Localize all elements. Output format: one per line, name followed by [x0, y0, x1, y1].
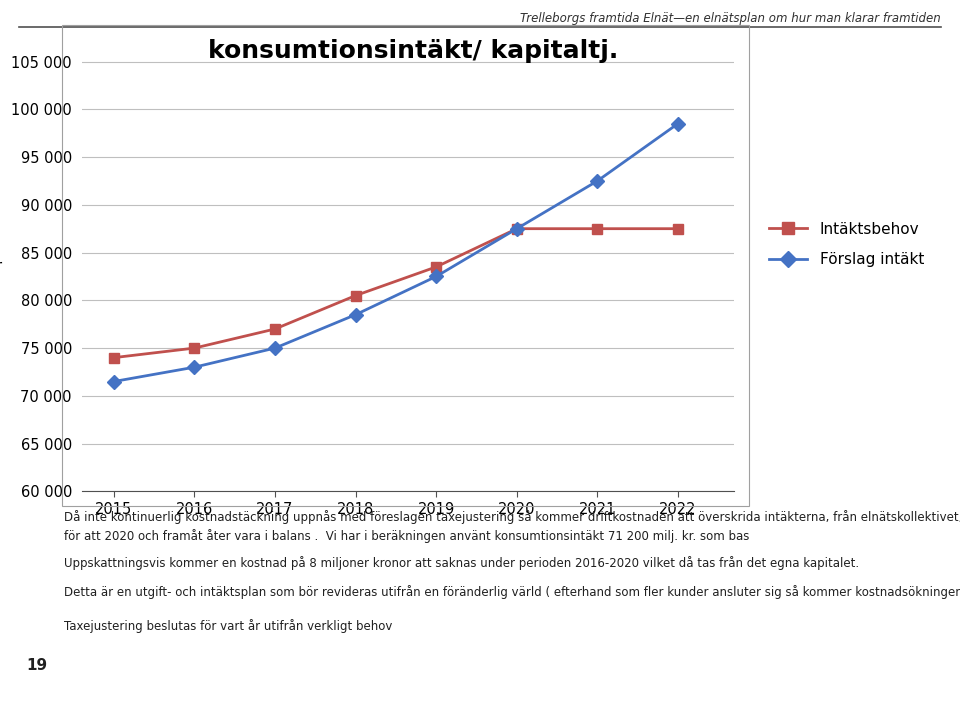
Text: Detta är en utgift- och intäktsplan som bör revideras utifrån en föränderlig vär: Detta är en utgift- och intäktsplan som …	[64, 585, 960, 600]
Text: Trelleborgs framtida Elnät—en elnätsplan om hur man klarar framtiden: Trelleborgs framtida Elnät—en elnätsplan…	[520, 12, 941, 25]
Text: 19: 19	[26, 658, 47, 673]
Text: Uppskattningsvis kommer en kostnad på 8 miljoner kronor att saknas under periode: Uppskattningsvis kommer en kostnad på 8 …	[64, 556, 859, 571]
Text: Taxejustering beslutas för vart år utifrån verkligt behov: Taxejustering beslutas för vart år utifr…	[64, 619, 393, 633]
Y-axis label: kkr: kkr	[0, 259, 2, 274]
Text: konsumtionsintäkt/ kapitaltj.: konsumtionsintäkt/ kapitaltj.	[207, 39, 618, 63]
Legend: Intäktsbehov, Förslag intäkt: Intäktsbehov, Förslag intäkt	[761, 214, 932, 275]
Text: Då inte kontinuerlig kostnadstäckning uppnås med föreslagen taxejustering så kom: Då inte kontinuerlig kostnadstäckning up…	[64, 510, 960, 543]
